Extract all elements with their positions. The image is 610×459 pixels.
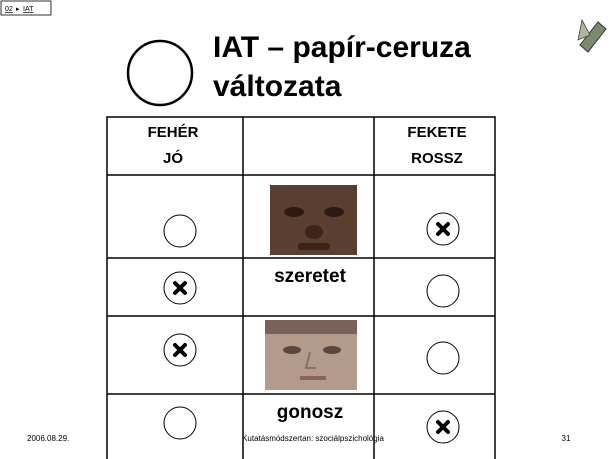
breadcrumb-item[interactable]: 02 <box>5 6 13 13</box>
breadcrumb-item[interactable]: IAT <box>23 6 34 13</box>
pencil-icon <box>577 18 607 53</box>
stimulus-word: szeretet <box>274 266 346 287</box>
face-photo <box>265 320 357 390</box>
stimulus-word: gonosz <box>277 402 344 423</box>
header-cell: FEHÉR <box>148 124 199 141</box>
header-cell: JÓ <box>163 149 183 167</box>
header-cell: ROSSZ <box>411 150 463 167</box>
breadcrumb-arrow: ▸ <box>16 6 20 13</box>
face-photo <box>270 185 357 255</box>
table-grid <box>106 116 496 459</box>
breadcrumb-box <box>0 0 52 16</box>
footer-date: 2006.08.29. <box>27 434 69 443</box>
title: változata <box>213 70 342 103</box>
footer-course: Kutatásmódszertan: szociálpszichológia <box>242 434 384 443</box>
title: IAT – papír-ceruza <box>213 31 471 64</box>
header-cell: FEKETE <box>407 124 466 141</box>
footer-page: 31 <box>562 434 571 443</box>
title-circle <box>126 39 194 107</box>
